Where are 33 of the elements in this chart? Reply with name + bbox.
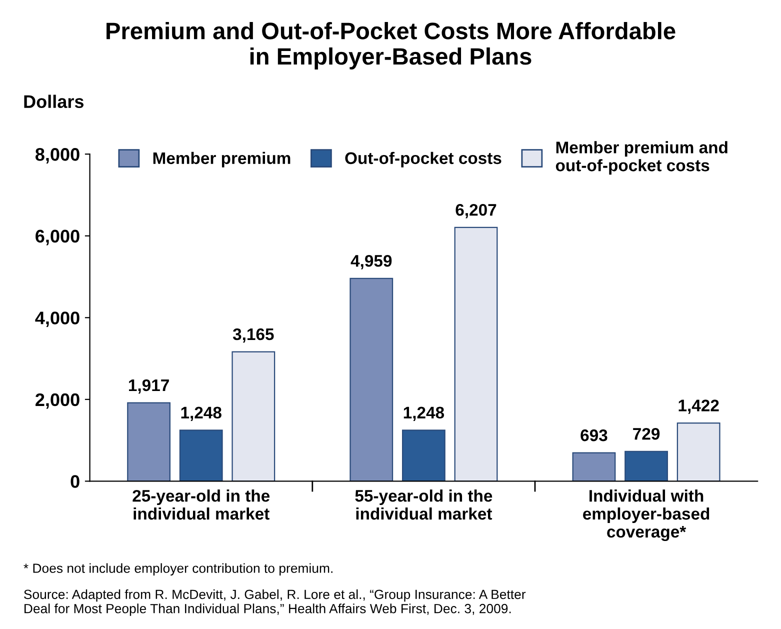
bar (624, 450, 668, 482)
text: 729 (633, 428, 660, 440)
text: 693 (580, 429, 608, 442)
x-tick-label: 55-year-old in the individual market (355, 490, 492, 520)
text: 6,207 (456, 204, 496, 218)
text: 1,422 (678, 400, 719, 414)
y-axis-title: Dollars (24, 94, 84, 108)
x-tick-label: 25-year-old in the individual market (132, 490, 270, 520)
bar (232, 351, 276, 482)
y-tick-label: 2,000 (36, 393, 80, 409)
bar (572, 452, 616, 482)
bar (350, 278, 394, 482)
legend-label: Member premium and out-of-pocket costs (556, 141, 728, 175)
text: 1,248 (181, 406, 222, 421)
y-tick-label: 6,000 (36, 230, 80, 246)
y-tick-label: 0 (70, 475, 80, 488)
text: 4,959 (350, 255, 392, 270)
text: 3,165 (232, 328, 274, 343)
source-note: Source: Adapted from R. McDevitt, J. Gabel, R. Lore et al., “Group Insurance: A Better Deal for Most People Than Individual Plans,” Health Affairs Web First, Dec. 3, 2009. (24, 589, 526, 616)
x-tick-label: Individual with employer-based coverage* (583, 490, 710, 542)
bar (127, 402, 170, 482)
y-tick-label: 4,000 (35, 312, 80, 327)
chart-title: Premium and Out-of-Pocket Costs More Affordable in Employer-Based Plans (106, 22, 676, 70)
bar (454, 226, 498, 482)
y-tick-label: 8,000 (35, 148, 80, 164)
bar (402, 430, 446, 482)
legend-label: Out-of-pocket costs (345, 152, 502, 168)
legend-label: Member premium (153, 152, 290, 168)
bar (676, 422, 720, 482)
text: 1,248 (404, 406, 444, 421)
bar (179, 430, 223, 482)
text: * Does not include employer contribution to premium. (24, 563, 332, 576)
text: 1,917 (129, 379, 169, 394)
